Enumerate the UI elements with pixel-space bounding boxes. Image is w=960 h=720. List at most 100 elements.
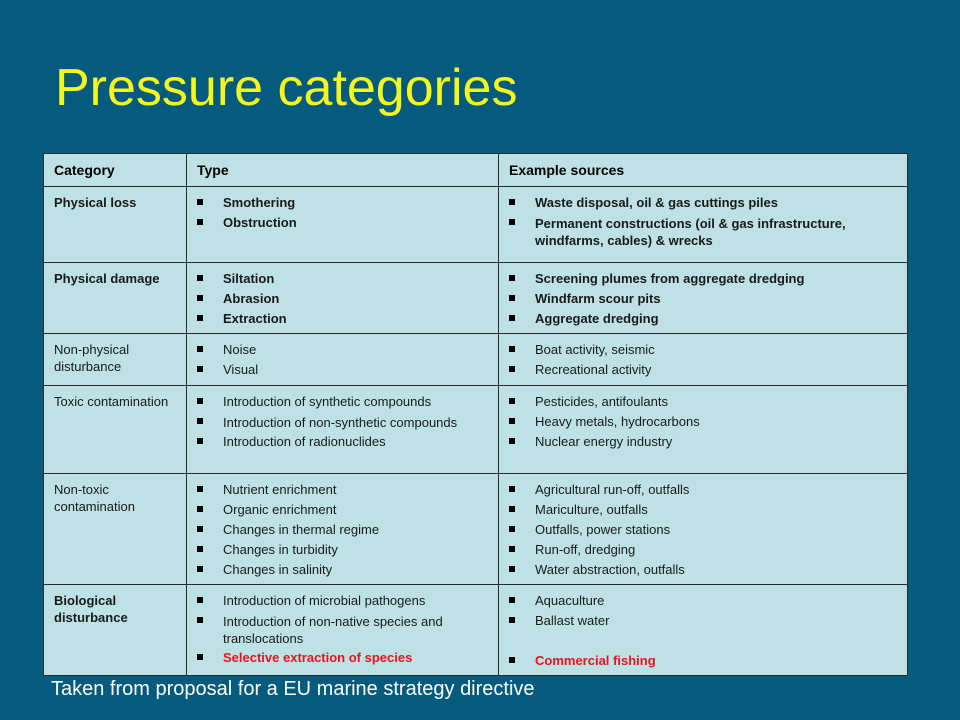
list-item: Permanent constructions (oil & gas infra… bbox=[509, 213, 901, 250]
square-bullet-icon bbox=[509, 506, 515, 512]
square-bullet-icon bbox=[197, 526, 203, 532]
category-cell: Physical damage bbox=[43, 262, 187, 334]
category-cell: Toxic contamination bbox=[43, 385, 187, 474]
header-example-sources: Example sources bbox=[498, 153, 908, 187]
square-bullet-icon bbox=[509, 346, 515, 352]
sources-cell: Agricultural run-off, outfalls Maricultu… bbox=[498, 473, 908, 585]
sources-cell: Screening plumes from aggregate dredging… bbox=[498, 262, 908, 334]
slide-title: Pressure categories bbox=[55, 59, 518, 117]
category-cell: Biological disturbance bbox=[43, 584, 187, 676]
square-bullet-icon bbox=[197, 346, 203, 352]
list-item: Boat activity, seismic bbox=[509, 340, 901, 360]
list-item: Pesticides, antifoulants bbox=[509, 392, 901, 412]
list-item: Organic enrichment bbox=[197, 500, 492, 520]
list-item: Water abstraction, outfalls bbox=[509, 560, 901, 580]
square-bullet-icon bbox=[197, 398, 203, 404]
square-bullet-icon bbox=[197, 654, 203, 660]
list-item: Changes in turbidity bbox=[197, 540, 492, 560]
square-bullet-icon bbox=[509, 546, 515, 552]
square-bullet-icon bbox=[197, 546, 203, 552]
list-item: Changes in thermal regime bbox=[197, 520, 492, 540]
type-cell: Introduction of microbial pathogens Intr… bbox=[186, 584, 499, 676]
list-item: Introduction of non-native species and t… bbox=[197, 611, 492, 648]
list-item: Aquaculture bbox=[509, 591, 901, 611]
sources-cell: Pesticides, antifoulants Heavy metals, h… bbox=[498, 385, 908, 474]
square-bullet-icon bbox=[509, 526, 515, 532]
pressure-table: Category Type Example sources Physical l… bbox=[43, 153, 908, 676]
list-item: Screening plumes from aggregate dredging bbox=[509, 269, 901, 289]
square-bullet-icon bbox=[197, 295, 203, 301]
table-row: Non-toxic contamination Nutrient enrichm… bbox=[43, 473, 908, 585]
list-item: Obstruction bbox=[197, 213, 492, 233]
list-item: Recreational activity bbox=[509, 360, 901, 380]
list-item: Run-off, dredging bbox=[509, 540, 901, 560]
source-caption: Taken from proposal for a EU marine stra… bbox=[51, 678, 535, 700]
square-bullet-icon bbox=[197, 275, 203, 281]
square-bullet-icon bbox=[509, 398, 515, 404]
square-bullet-icon bbox=[509, 418, 515, 424]
list-item: Abrasion bbox=[197, 289, 492, 309]
square-bullet-icon bbox=[197, 418, 203, 424]
list-item: Introduction of microbial pathogens bbox=[197, 591, 492, 611]
list-item: Introduction of non-synthetic compounds bbox=[197, 412, 492, 432]
square-bullet-icon bbox=[197, 566, 203, 572]
list-item: Mariculture, outfalls bbox=[509, 500, 901, 520]
list-item: Siltation bbox=[197, 269, 492, 289]
sources-cell: Waste disposal, oil & gas cuttings piles… bbox=[498, 186, 908, 263]
square-bullet-icon bbox=[197, 315, 203, 321]
sources-cell: Boat activity, seismic Recreational acti… bbox=[498, 333, 908, 386]
square-bullet-icon bbox=[197, 199, 203, 205]
square-bullet-icon bbox=[509, 597, 515, 603]
list-item: Extraction bbox=[197, 309, 492, 329]
square-bullet-icon bbox=[509, 566, 515, 572]
list-item: Ballast water bbox=[509, 611, 901, 631]
square-bullet-icon bbox=[197, 219, 203, 225]
square-bullet-icon bbox=[509, 617, 515, 623]
category-cell: Non-physical disturbance bbox=[43, 333, 187, 386]
table-row: Physical damage Siltation Abrasion Extra… bbox=[43, 262, 908, 334]
square-bullet-icon bbox=[509, 295, 515, 301]
list-item: Agricultural run-off, outfalls bbox=[509, 480, 901, 500]
table-header-row: Category Type Example sources bbox=[43, 153, 908, 187]
list-item: Commercial fishing bbox=[509, 651, 901, 671]
list-item: Aggregate dredging bbox=[509, 309, 901, 329]
square-bullet-icon bbox=[509, 366, 515, 372]
category-cell: Physical loss bbox=[43, 186, 187, 263]
square-bullet-icon bbox=[197, 617, 203, 623]
list-item: Visual bbox=[197, 360, 492, 380]
list-item: Introduction of radionuclides bbox=[197, 432, 492, 452]
list-item: Changes in salinity bbox=[197, 560, 492, 580]
square-bullet-icon bbox=[197, 366, 203, 372]
sources-cell: Aquaculture Ballast water Commercial fis… bbox=[498, 584, 908, 676]
square-bullet-icon bbox=[509, 438, 515, 444]
header-category: Category bbox=[43, 153, 187, 187]
type-cell: Noise Visual bbox=[186, 333, 499, 386]
square-bullet-icon bbox=[509, 275, 515, 281]
square-bullet-icon bbox=[509, 315, 515, 321]
list-item: Outfalls, power stations bbox=[509, 520, 901, 540]
square-bullet-icon bbox=[197, 438, 203, 444]
type-cell: Introduction of synthetic compounds Intr… bbox=[186, 385, 499, 474]
square-bullet-icon bbox=[197, 597, 203, 603]
table-row: Physical loss Smothering Obstruction Was… bbox=[43, 186, 908, 263]
square-bullet-icon bbox=[509, 486, 515, 492]
list-item: Introduction of synthetic compounds bbox=[197, 392, 492, 412]
header-type: Type bbox=[186, 153, 499, 187]
type-cell: Nutrient enrichment Organic enrichment C… bbox=[186, 473, 499, 585]
list-item: Nutrient enrichment bbox=[197, 480, 492, 500]
list-item: Noise bbox=[197, 340, 492, 360]
list-item: Smothering bbox=[197, 193, 492, 213]
square-bullet-icon bbox=[509, 219, 515, 225]
type-cell: Smothering Obstruction bbox=[186, 186, 499, 263]
category-cell: Non-toxic contamination bbox=[43, 473, 187, 585]
list-item: Windfarm scour pits bbox=[509, 289, 901, 309]
table-row: Non-physical disturbance Noise Visual Bo… bbox=[43, 333, 908, 386]
square-bullet-icon bbox=[197, 506, 203, 512]
square-bullet-icon bbox=[509, 657, 515, 663]
list-item: Nuclear energy industry bbox=[509, 432, 901, 452]
list-item: Heavy metals, hydrocarbons bbox=[509, 412, 901, 432]
square-bullet-icon bbox=[509, 199, 515, 205]
table-row: Biological disturbance Introduction of m… bbox=[43, 584, 908, 676]
type-cell: Siltation Abrasion Extraction bbox=[186, 262, 499, 334]
list-item: Waste disposal, oil & gas cuttings piles bbox=[509, 193, 901, 213]
